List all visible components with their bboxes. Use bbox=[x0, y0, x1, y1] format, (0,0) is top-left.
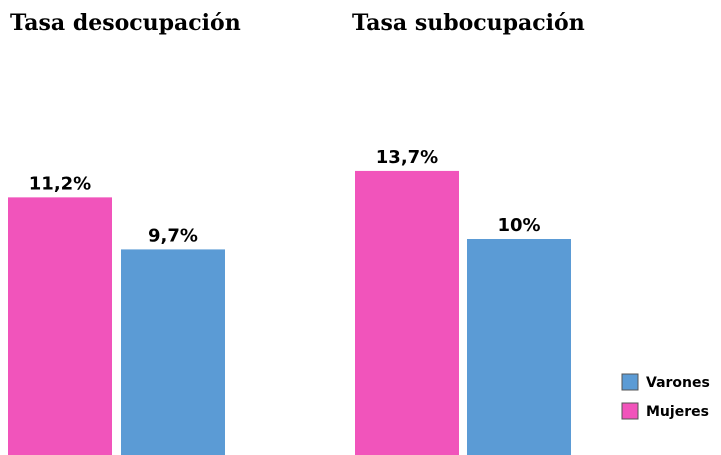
value-label: 11,2% bbox=[29, 173, 91, 194]
value-label: 13,7% bbox=[376, 147, 438, 168]
bar bbox=[467, 239, 571, 455]
legend-label: Mujeres bbox=[646, 404, 709, 420]
legend-swatch bbox=[621, 402, 639, 420]
chart-title: Tasa desocupación bbox=[10, 10, 241, 36]
bar bbox=[8, 197, 112, 455]
chart-title: Tasa subocupación bbox=[352, 10, 585, 36]
legend-label: Varones bbox=[646, 375, 710, 391]
value-label: 9,7% bbox=[148, 225, 198, 246]
bar bbox=[355, 170, 459, 455]
legend-swatch bbox=[621, 373, 639, 391]
bar bbox=[121, 249, 225, 455]
value-label: 10% bbox=[497, 215, 540, 236]
